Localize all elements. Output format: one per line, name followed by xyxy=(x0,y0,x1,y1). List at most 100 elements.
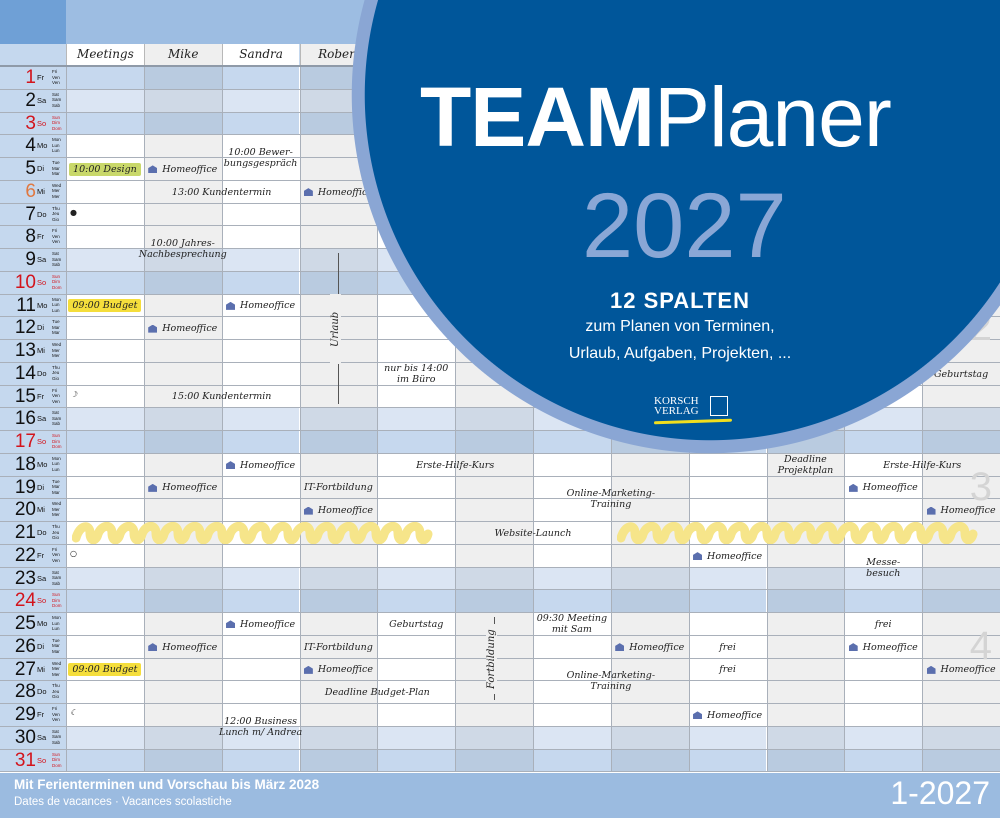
day-cell[interactable] xyxy=(299,726,378,749)
day-cell[interactable] xyxy=(844,658,923,681)
day-cell[interactable] xyxy=(221,567,300,590)
day-cell[interactable] xyxy=(455,704,533,726)
day-cell[interactable] xyxy=(221,89,300,112)
day-cell[interactable] xyxy=(610,362,689,385)
day-cell[interactable] xyxy=(766,408,845,430)
day-cell[interactable] xyxy=(143,89,222,112)
day-cell[interactable] xyxy=(455,726,533,749)
day-cell[interactable] xyxy=(143,340,222,362)
day-cell[interactable] xyxy=(66,726,144,749)
calendar-event[interactable]: Geburtstag xyxy=(922,363,1000,386)
day-cell[interactable] xyxy=(377,408,456,430)
day-cell[interactable] xyxy=(455,271,533,294)
day-cell[interactable] xyxy=(844,385,923,408)
day-cell[interactable] xyxy=(66,180,144,203)
day-cell[interactable] xyxy=(922,67,1000,89)
calendar-event[interactable]: Homeoffice xyxy=(222,613,300,636)
day-cell[interactable] xyxy=(377,249,456,271)
day-cell[interactable] xyxy=(377,226,456,248)
day-cell[interactable] xyxy=(66,271,144,294)
day-cell[interactable] xyxy=(299,203,378,226)
day-cell[interactable] xyxy=(455,226,533,248)
day-cell[interactable] xyxy=(844,180,923,203)
day-cell[interactable] xyxy=(533,704,611,726)
day-cell[interactable] xyxy=(66,340,144,362)
day-cell[interactable] xyxy=(610,590,689,612)
day-cell[interactable] xyxy=(377,340,456,362)
calendar-event[interactable]: Homeoffice xyxy=(144,477,222,500)
day-cell[interactable] xyxy=(66,681,144,703)
day-cell[interactable] xyxy=(221,203,300,226)
day-cell[interactable] xyxy=(688,726,767,749)
day-cell[interactable] xyxy=(66,135,144,157)
day-cell[interactable] xyxy=(143,362,222,385)
day-cell[interactable] xyxy=(299,544,378,567)
day-cell[interactable] xyxy=(455,544,533,567)
day-cell[interactable] xyxy=(377,180,456,203)
day-cell[interactable] xyxy=(377,203,456,226)
day-cell[interactable] xyxy=(844,362,923,385)
day-cell[interactable] xyxy=(922,158,1000,180)
day-cell[interactable] xyxy=(221,226,300,248)
calendar-event[interactable]: Homeoffice xyxy=(144,317,222,340)
day-cell[interactable] xyxy=(610,567,689,590)
day-cell[interactable] xyxy=(766,749,845,772)
calendar-event[interactable]: 15:00 Kundentermin xyxy=(144,386,300,409)
day-cell[interactable] xyxy=(143,112,222,135)
calendar-event[interactable]: Erste-Hilfe-Kurs xyxy=(377,454,533,477)
day-cell[interactable] xyxy=(922,135,1000,157)
day-cell[interactable] xyxy=(922,408,1000,430)
day-cell[interactable] xyxy=(766,567,845,590)
day-cell[interactable] xyxy=(143,431,222,453)
day-cell[interactable] xyxy=(221,271,300,294)
day-cell[interactable] xyxy=(533,362,611,385)
day-cell[interactable] xyxy=(66,499,144,521)
day-cell[interactable] xyxy=(66,613,144,635)
day-cell[interactable] xyxy=(455,180,533,203)
day-cell[interactable] xyxy=(143,203,222,226)
calendar-event[interactable]: Homeoffice xyxy=(144,636,222,659)
day-cell[interactable] xyxy=(922,704,1000,726)
day-cell[interactable] xyxy=(221,431,300,453)
day-cell[interactable] xyxy=(766,431,845,453)
calendar-event[interactable]: Online-Marketing- Training xyxy=(533,659,689,705)
day-cell[interactable] xyxy=(766,635,845,658)
calendar-event[interactable]: 12:00 Business Lunch m/ Andrea xyxy=(219,704,302,750)
day-cell[interactable] xyxy=(299,613,378,635)
calendar-event[interactable]: Online-Marketing- Training xyxy=(533,477,689,523)
day-cell[interactable] xyxy=(377,567,456,590)
day-cell[interactable] xyxy=(66,567,144,590)
day-cell[interactable] xyxy=(455,499,533,521)
day-cell[interactable] xyxy=(66,476,144,499)
day-cell[interactable] xyxy=(688,431,767,453)
day-cell[interactable] xyxy=(143,590,222,612)
day-cell[interactable] xyxy=(844,749,923,772)
day-cell[interactable] xyxy=(922,681,1000,703)
day-cell[interactable] xyxy=(299,226,378,248)
day-cell[interactable] xyxy=(844,726,923,749)
day-cell[interactable] xyxy=(143,704,222,726)
day-cell[interactable] xyxy=(688,567,767,590)
day-cell[interactable] xyxy=(766,658,845,681)
calendar-event[interactable]: 10:00 Design xyxy=(66,158,144,181)
calendar-event[interactable]: Homeoffice xyxy=(689,704,767,727)
calendar-event[interactable]: frei xyxy=(689,659,767,682)
day-cell[interactable] xyxy=(299,704,378,726)
day-cell[interactable] xyxy=(455,567,533,590)
day-cell[interactable] xyxy=(221,112,300,135)
day-cell[interactable] xyxy=(455,590,533,612)
day-cell[interactable] xyxy=(688,681,767,703)
vertical-event-label[interactable]: Fortbildung xyxy=(486,623,498,694)
day-cell[interactable] xyxy=(143,271,222,294)
day-cell[interactable] xyxy=(688,749,767,772)
calendar-event[interactable]: frei xyxy=(689,636,767,659)
calendar-event[interactable]: Homeoffice xyxy=(844,477,922,500)
day-cell[interactable] xyxy=(299,67,378,89)
day-cell[interactable] xyxy=(66,590,144,612)
day-cell[interactable] xyxy=(844,681,923,703)
day-cell[interactable] xyxy=(299,135,378,157)
day-cell[interactable] xyxy=(766,476,845,499)
day-cell[interactable] xyxy=(533,385,611,408)
calendar-event[interactable]: nur bis 14:00 im Büro xyxy=(377,363,455,386)
calendar-event[interactable]: Homeoffice xyxy=(689,545,767,568)
